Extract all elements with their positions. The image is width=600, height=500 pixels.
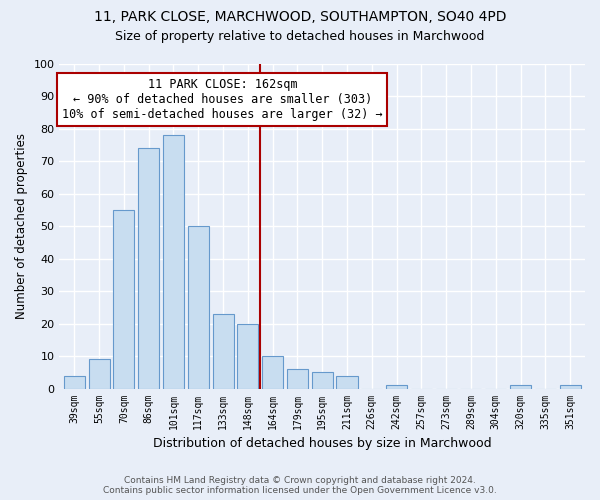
Text: 11, PARK CLOSE, MARCHWOOD, SOUTHAMPTON, SO40 4PD: 11, PARK CLOSE, MARCHWOOD, SOUTHAMPTON, … bbox=[94, 10, 506, 24]
Text: 11 PARK CLOSE: 162sqm
← 90% of detached houses are smaller (303)
10% of semi-det: 11 PARK CLOSE: 162sqm ← 90% of detached … bbox=[62, 78, 383, 121]
Bar bbox=[510, 386, 531, 388]
Bar bbox=[89, 360, 110, 388]
Bar bbox=[311, 372, 333, 388]
Bar bbox=[386, 386, 407, 388]
Bar bbox=[163, 136, 184, 388]
Bar bbox=[64, 376, 85, 388]
Bar bbox=[212, 314, 233, 388]
Bar bbox=[188, 226, 209, 388]
Text: Contains HM Land Registry data © Crown copyright and database right 2024.
Contai: Contains HM Land Registry data © Crown c… bbox=[103, 476, 497, 495]
Bar bbox=[262, 356, 283, 388]
Bar bbox=[287, 369, 308, 388]
Bar bbox=[560, 386, 581, 388]
Bar bbox=[113, 210, 134, 388]
Bar bbox=[337, 376, 358, 388]
Text: Size of property relative to detached houses in Marchwood: Size of property relative to detached ho… bbox=[115, 30, 485, 43]
Bar bbox=[237, 324, 259, 388]
Y-axis label: Number of detached properties: Number of detached properties bbox=[15, 134, 28, 320]
X-axis label: Distribution of detached houses by size in Marchwood: Distribution of detached houses by size … bbox=[153, 437, 491, 450]
Bar bbox=[138, 148, 159, 388]
